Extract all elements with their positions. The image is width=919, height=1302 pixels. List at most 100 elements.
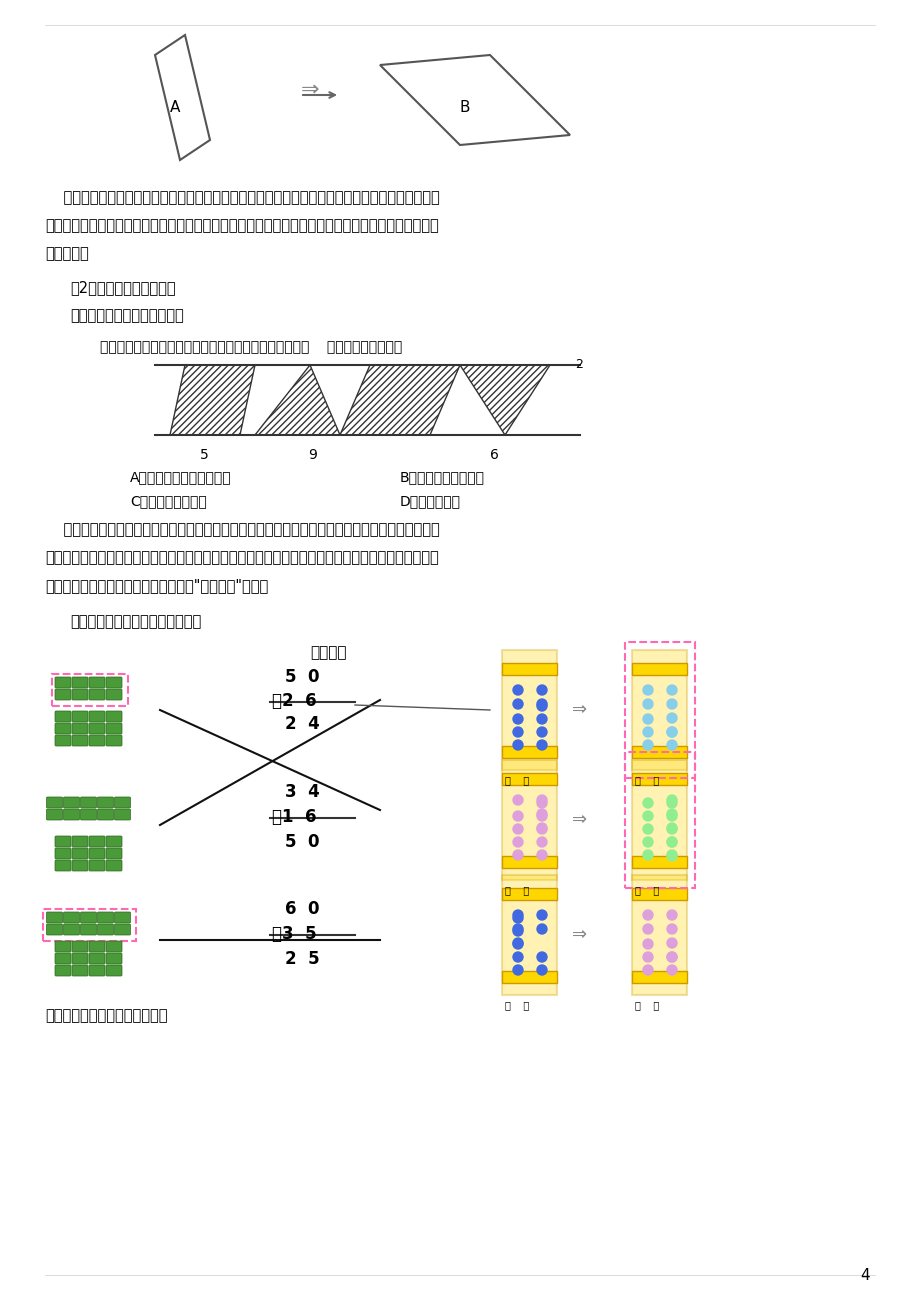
Text: 5  0: 5 0	[285, 668, 319, 686]
Circle shape	[513, 824, 522, 835]
FancyBboxPatch shape	[97, 911, 113, 923]
FancyBboxPatch shape	[55, 836, 71, 848]
Circle shape	[642, 685, 652, 695]
Circle shape	[642, 798, 652, 809]
Circle shape	[666, 740, 676, 750]
FancyBboxPatch shape	[106, 965, 122, 976]
FancyBboxPatch shape	[63, 911, 79, 923]
Circle shape	[666, 811, 676, 822]
Bar	[502, 888, 557, 900]
Circle shape	[513, 913, 522, 923]
Circle shape	[666, 837, 676, 848]
Text: 间的关系，通过联系，使得基础知识也"灵活多样"起来。: 间的关系，通过联系，使得基础知识也"灵活多样"起来。	[45, 578, 268, 592]
Text: 例：将计算的多种表征方式相联系: 例：将计算的多种表征方式相联系	[70, 615, 201, 629]
FancyBboxPatch shape	[47, 911, 62, 923]
FancyBboxPatch shape	[89, 677, 105, 687]
Text: 例：将几种图形的面积相联系: 例：将几种图形的面积相联系	[70, 309, 184, 323]
Circle shape	[537, 798, 547, 809]
Circle shape	[642, 850, 652, 861]
Circle shape	[513, 952, 522, 962]
Text: ⇒: ⇒	[572, 926, 587, 944]
Text: 现公式，而是三种图形借助一组平行线联系起来，让学生比较它们的面积大小。正是借助着三种图形之: 现公式，而是三种图形借助一组平行线联系起来，让学生比较它们的面积大小。正是借助着…	[45, 549, 438, 565]
FancyBboxPatch shape	[106, 736, 122, 746]
Text: 5  0: 5 0	[285, 833, 319, 852]
FancyBboxPatch shape	[72, 711, 88, 723]
FancyBboxPatch shape	[81, 809, 96, 820]
Text: 十    个: 十 个	[505, 885, 528, 894]
Text: 十    个: 十 个	[634, 1000, 659, 1010]
Bar	[502, 773, 557, 785]
Text: ＋1  6: ＋1 6	[272, 809, 316, 825]
FancyBboxPatch shape	[89, 861, 105, 871]
Text: 经记住了这些概念，更重要的是看学生是否理解这些概念。剥离美丽的包装后，这个题目考察的就是周: 经记住了这些概念，更重要的是看学生是否理解这些概念。剥离美丽的包装后，这个题目考…	[45, 217, 438, 233]
Circle shape	[537, 713, 547, 724]
Bar	[632, 888, 686, 900]
Text: C．梯形的面积最大: C．梯形的面积最大	[130, 493, 207, 508]
Bar	[632, 746, 686, 758]
Circle shape	[666, 937, 676, 948]
Circle shape	[537, 850, 547, 861]
Text: 2: 2	[574, 358, 583, 371]
Text: 例：将数的多种表征方式相联系: 例：将数的多种表征方式相联系	[45, 1008, 167, 1023]
Bar	[624, 642, 694, 779]
FancyBboxPatch shape	[106, 953, 122, 963]
Circle shape	[537, 965, 547, 975]
Circle shape	[666, 699, 676, 710]
Circle shape	[666, 837, 676, 848]
Text: ⇒: ⇒	[572, 700, 587, 719]
Text: 长和面积。: 长和面积。	[45, 246, 88, 260]
FancyBboxPatch shape	[89, 711, 105, 723]
FancyBboxPatch shape	[114, 797, 130, 809]
Circle shape	[642, 713, 652, 724]
Bar	[632, 650, 686, 769]
FancyBboxPatch shape	[63, 797, 79, 809]
Bar	[502, 971, 557, 983]
FancyBboxPatch shape	[72, 736, 88, 746]
FancyBboxPatch shape	[47, 797, 62, 809]
Circle shape	[537, 837, 547, 848]
Circle shape	[537, 924, 547, 934]
Text: ⇒: ⇒	[301, 79, 319, 100]
Circle shape	[513, 727, 522, 737]
Text: 下面平行线间有三个图形，如果比较它们的面积，那么（    ）。（单位：厘米）: 下面平行线间有三个图形，如果比较它们的面积，那么（ ）。（单位：厘米）	[100, 340, 402, 354]
Text: 4: 4	[859, 1268, 868, 1282]
FancyBboxPatch shape	[72, 689, 88, 700]
Bar	[632, 875, 686, 995]
Circle shape	[537, 796, 547, 805]
Circle shape	[513, 937, 522, 948]
Circle shape	[537, 685, 547, 695]
Bar	[632, 971, 686, 983]
FancyBboxPatch shape	[89, 836, 105, 848]
Circle shape	[642, 727, 652, 737]
Text: 十    个: 十 个	[505, 1000, 528, 1010]
Text: 5: 5	[199, 448, 209, 462]
Circle shape	[537, 952, 547, 962]
Bar	[502, 875, 557, 995]
Text: B．三角形的面积最大: B．三角形的面积最大	[400, 470, 484, 484]
FancyBboxPatch shape	[106, 836, 122, 848]
FancyBboxPatch shape	[72, 836, 88, 848]
FancyBboxPatch shape	[89, 941, 105, 952]
Circle shape	[513, 740, 522, 750]
FancyBboxPatch shape	[81, 797, 96, 809]
Bar	[632, 663, 686, 674]
Circle shape	[537, 699, 547, 710]
Circle shape	[537, 700, 547, 711]
FancyBboxPatch shape	[89, 965, 105, 976]
Circle shape	[666, 952, 676, 962]
Text: －3  5: －3 5	[272, 924, 316, 943]
FancyBboxPatch shape	[72, 941, 88, 952]
Bar	[624, 753, 694, 888]
Text: 2  5: 2 5	[285, 950, 319, 967]
Circle shape	[513, 811, 522, 822]
Circle shape	[642, 952, 652, 962]
Circle shape	[513, 924, 522, 934]
Text: 2  4: 2 4	[285, 715, 320, 733]
Bar	[502, 746, 557, 758]
Circle shape	[513, 796, 522, 805]
Circle shape	[666, 965, 676, 975]
FancyBboxPatch shape	[72, 965, 88, 976]
Circle shape	[513, 939, 522, 949]
FancyBboxPatch shape	[55, 711, 71, 723]
Bar	[502, 760, 557, 880]
